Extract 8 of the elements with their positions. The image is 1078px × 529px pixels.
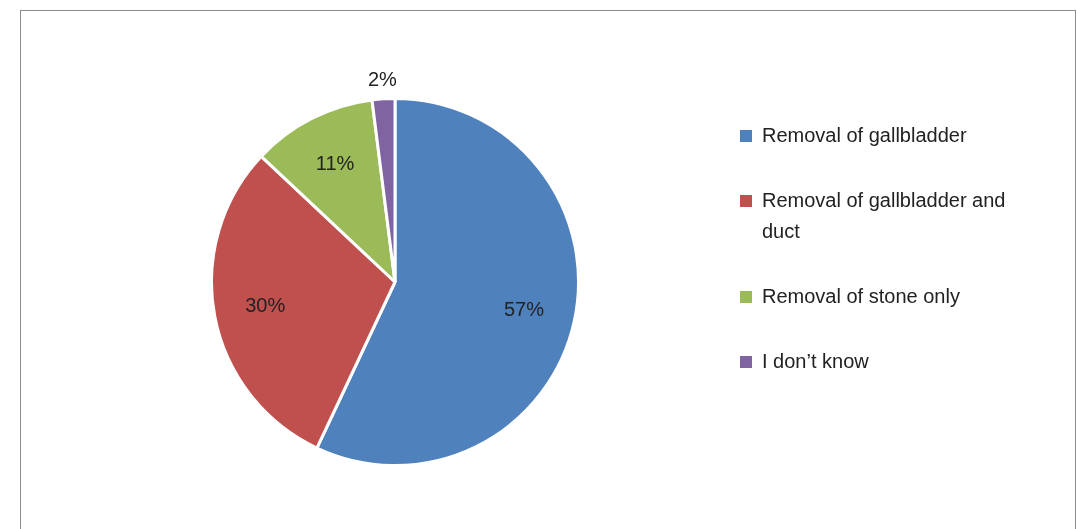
data-label: 2%	[367, 68, 398, 91]
legend-label: Removal of gallbladder	[762, 123, 967, 148]
legend-label: Removal of gallbladder and duct	[762, 188, 1007, 244]
data-label: 57%	[503, 298, 545, 321]
legend-label: I don’t know	[762, 349, 869, 374]
data-label: 30%	[245, 294, 286, 317]
legend-label: Removal of stone only	[762, 284, 960, 309]
data-label: 11%	[315, 151, 355, 174]
